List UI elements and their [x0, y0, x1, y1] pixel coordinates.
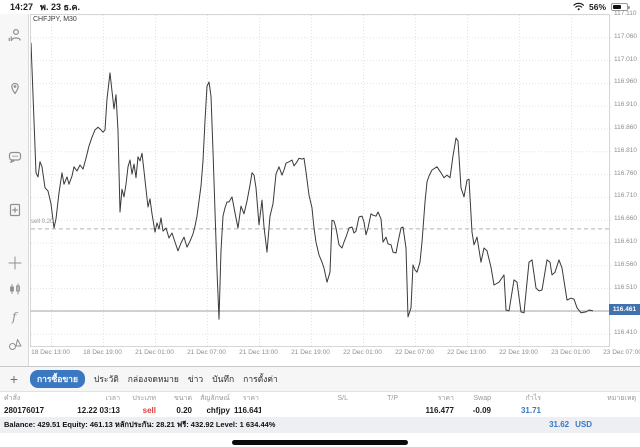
col-open-price: ราคา [242, 394, 259, 402]
col-comment: หมายเหตุ [607, 394, 636, 402]
x-axis-tick-label: 23 Dec 01:00 [551, 349, 590, 356]
total-profit-currency: USD [575, 420, 592, 429]
y-axis-tick-label: 116.660 [614, 215, 638, 223]
x-axis-tick-label: 21 Dec 01:00 [135, 349, 174, 356]
y-axis-tick-label: 117.110 [614, 10, 637, 17]
price-chart[interactable] [30, 14, 611, 348]
y-axis-tick-label: 116.560 [614, 260, 638, 268]
total-profit-value: 31.62 [549, 420, 570, 429]
y-axis-tick-label: 116.410 [614, 329, 638, 337]
clock-time: 14:27 [10, 2, 34, 12]
chart-symbol-label: CHFJPY, M30 [33, 16, 77, 23]
current-price-box: 116.461 [609, 304, 640, 316]
tab-trade[interactable]: การซื้อขาย [30, 370, 85, 388]
col-sl: S/L [337, 394, 348, 402]
new-order-icon[interactable] [0, 200, 29, 220]
indicators-icon[interactable]: f [0, 307, 29, 327]
x-axis-tick-label: 21 Dec 13:00 [239, 349, 278, 356]
add-tab-icon[interactable]: + [9, 371, 19, 387]
y-axis-tick-label: 116.760 [614, 169, 638, 177]
tab-history[interactable]: ประวัติ [93, 374, 119, 384]
x-axis-tick-label: 22 Dec 01:00 [343, 349, 382, 356]
tab-news[interactable]: ข่าว [187, 374, 204, 384]
col-time: เวลา [105, 394, 120, 402]
col-volume: ขนาด [173, 394, 192, 402]
chart-canvas [31, 15, 611, 348]
balance-line: Balance: 429.51 Equity: 461.13 หลักประกั… [4, 420, 276, 429]
cell-symbol: chfjpy [206, 406, 230, 415]
y-axis-tick-label: 116.810 [614, 146, 638, 154]
total-profit: 31.62 USD [549, 417, 592, 433]
alert-pin-icon[interactable] [0, 79, 29, 99]
open-position-label: sell 0.20 [31, 218, 54, 225]
x-axis-tick-label: 22 Dec 13:00 [447, 349, 486, 356]
x-axis-tick-label: 22 Dec 19:00 [499, 349, 538, 356]
battery-percent: 56% [588, 2, 606, 12]
y-axis-tick-label: 116.860 [614, 124, 638, 131]
cell-volume: 0.20 [176, 406, 192, 415]
chart-type-icon[interactable] [0, 279, 29, 299]
cell-order: 280176017 [4, 406, 45, 415]
col-price: ราคา [437, 394, 454, 402]
x-axis-tick-label: 18 Dec 13:00 [31, 349, 70, 356]
x-axis-tick-label: 21 Dec 07:00 [187, 349, 226, 356]
tab-journal[interactable]: บันทึก [212, 374, 235, 384]
cell-time: 12.22 03:13 [77, 406, 120, 415]
wifi-icon [573, 0, 584, 16]
y-axis-tick-label: 116.610 [614, 238, 638, 245]
status-bar: 14:27 พ. 23 ธ.ค. 56% [0, 0, 640, 14]
col-tp: T/P [387, 394, 398, 402]
left-toolbar: f M30 [0, 14, 29, 373]
y-axis-tick-label: 117.060 [614, 32, 638, 40]
col-symbol: สัญลักษณ์ [200, 394, 230, 402]
crosshair-icon[interactable] [0, 253, 29, 273]
y-axis-tick-label: 116.960 [614, 78, 638, 86]
col-profit: กำไร [525, 394, 541, 402]
col-order: คำสั่ง [4, 394, 21, 402]
y-axis-tick-label: 116.910 [614, 101, 638, 109]
x-axis-tick-label: 23 Dec 07:00 [603, 349, 640, 356]
status-date: พ. 23 ธ.ค. [40, 2, 80, 12]
tab-mailbox[interactable]: กล่องจดหมาย [127, 374, 179, 384]
x-axis-tick-label: 21 Dec 19:00 [291, 349, 330, 356]
col-type: ประเภท [132, 394, 156, 402]
y-axis-tick-label: 117.010 [614, 55, 638, 63]
cell-swap: -0.09 [472, 406, 491, 415]
price-axis: 117.110 117.060 117.010 116.960 116.910 116.8… [611, 10, 640, 347]
chat-icon[interactable] [0, 147, 29, 167]
cell-profit: 31.71 [520, 406, 541, 415]
position-row[interactable]: 280176017 12.22 03:13 sell 0.20 chfjpy 1… [0, 404, 640, 417]
y-axis-tick-label: 116.510 [614, 283, 638, 291]
account-icon[interactable] [0, 25, 29, 45]
home-indicator[interactable] [232, 440, 408, 445]
bottom-tab-bar: + การซื้อขาย ประวัติ กล่องจดหมาย ข่าว บั… [0, 366, 640, 392]
y-axis-tick-label: 116.710 [614, 192, 638, 200]
cell-price: 116.477 [425, 406, 454, 415]
battery-icon [611, 3, 630, 11]
x-axis-tick-label: 22 Dec 07:00 [395, 349, 434, 356]
tab-settings[interactable]: การตั้งค่า [243, 374, 278, 384]
col-swap: Swap [473, 394, 491, 402]
cell-type: sell [142, 406, 156, 415]
table-header-row: คำสั่ง เวลา ประเภท ขนาด สัญลักษณ์ ราคา S… [0, 392, 640, 404]
x-axis-tick-label: 18 Dec 19:00 [83, 349, 122, 356]
svg-text:f: f [11, 310, 19, 324]
time-axis: 18 Dec 13:00 18 Dec 19:00 21 Dec 01:00 21 D… [0, 348, 640, 360]
price-series [31, 42, 594, 320]
objects-icon[interactable] [0, 334, 29, 354]
account-summary-bar: Balance: 429.51 Equity: 461.13 หลักประกั… [0, 417, 640, 433]
cell-open-price: 116.641 [234, 406, 261, 415]
